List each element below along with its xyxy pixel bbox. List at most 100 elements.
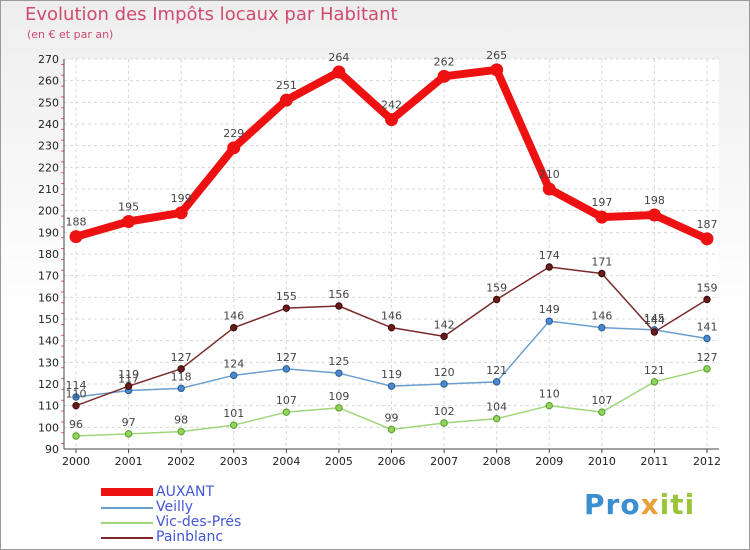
data-point-vic-des-pr-s: [230, 421, 238, 429]
x-tick-label: 2012: [693, 455, 721, 468]
data-label-veilly: 117: [118, 373, 139, 386]
legend-item-veilly[interactable]: Veilly: [101, 500, 321, 515]
data-point-auxant: [542, 182, 556, 196]
data-label-painblanc: 156: [328, 288, 349, 301]
data-point-painblanc: [545, 263, 553, 271]
data-label-painblanc: 146: [223, 310, 244, 323]
x-tick-label: 2005: [325, 455, 353, 468]
data-label-veilly: 146: [591, 310, 612, 323]
data-point-auxant: [490, 63, 504, 77]
data-label-auxant: 198: [644, 194, 665, 207]
data-point-vic-des-pr-s: [387, 425, 396, 434]
proxiti-logo: Proxiti: [584, 488, 696, 521]
y-tick-label: 190: [38, 226, 59, 239]
legend-swatch-auxant: [101, 488, 153, 496]
data-point-vic-des-pr-s: [598, 408, 606, 416]
data-point-auxant: [227, 141, 241, 155]
data-point-vic-des-pr-s: [440, 419, 448, 427]
data-label-auxant: 242: [381, 99, 402, 112]
data-point-painblanc: [492, 295, 501, 304]
data-point-painblanc: [440, 332, 448, 341]
data-label-auxant: 187: [697, 218, 718, 231]
data-label-auxant: 199: [171, 192, 192, 205]
data-point-vic-des-pr-s: [492, 414, 501, 423]
data-label-vic-des-pr-s: 104: [486, 401, 507, 414]
legend: AUXANT Veilly Vic-des-Prés Painblanc: [101, 485, 321, 545]
y-tick-label: 140: [38, 335, 59, 348]
data-point-vic-des-pr-s: [545, 401, 553, 410]
data-point-painblanc: [335, 302, 343, 310]
data-label-auxant: 188: [66, 216, 87, 229]
legend-item-painblanc[interactable]: Painblanc: [101, 530, 321, 545]
data-point-auxant: [279, 93, 293, 107]
data-label-vic-des-pr-s: 98: [174, 414, 188, 427]
data-point-veilly: [177, 384, 185, 393]
data-point-veilly: [598, 323, 606, 332]
x-tick-label: 2001: [115, 455, 143, 468]
legend-swatch-painblanc: [101, 537, 153, 539]
data-label-vic-des-pr-s: 107: [276, 394, 297, 407]
legend-label-vic-des-pres: Vic-des-Prés: [156, 514, 242, 530]
data-label-vic-des-pr-s: 96: [69, 418, 83, 431]
data-point-painblanc: [282, 304, 291, 312]
data-point-painblanc: [387, 323, 396, 332]
data-label-veilly: 119: [381, 368, 402, 381]
y-tick-label: 130: [38, 356, 59, 369]
data-point-veilly: [545, 317, 553, 325]
x-tick-label: 2009: [535, 455, 563, 468]
y-tick-label: 180: [38, 248, 59, 261]
data-label-auxant: 195: [118, 201, 139, 214]
x-tick-label: 2000: [62, 455, 90, 468]
data-label-auxant: 265: [486, 49, 507, 62]
data-point-veilly: [387, 382, 396, 390]
data-label-vic-des-pr-s: 121: [644, 364, 665, 377]
x-tick-label: 2003: [220, 455, 248, 468]
data-label-veilly: 125: [328, 355, 349, 368]
data-label-vic-des-pr-s: 97: [122, 416, 136, 429]
data-point-vic-des-pr-s: [282, 408, 291, 416]
data-label-painblanc: 155: [276, 290, 297, 303]
x-tick-label: 2004: [272, 455, 300, 468]
x-tick-label: 2006: [378, 455, 406, 468]
y-tick-label: 160: [38, 291, 59, 304]
y-tick-label: 110: [38, 400, 59, 413]
y-tick-label: 240: [38, 118, 59, 131]
data-label-vic-des-pr-s: 109: [328, 390, 349, 403]
data-label-veilly: 118: [171, 370, 192, 383]
x-tick-label: 2010: [588, 455, 616, 468]
data-point-painblanc: [230, 323, 238, 332]
y-tick-label: 220: [38, 161, 59, 174]
data-point-vic-des-pr-s: [335, 404, 343, 412]
data-point-auxant: [700, 232, 714, 246]
data-label-painblanc: 146: [381, 310, 402, 323]
y-tick-label: 200: [38, 205, 59, 218]
data-point-auxant: [595, 210, 609, 224]
data-label-vic-des-pr-s: 102: [434, 405, 455, 418]
data-label-veilly: 114: [66, 379, 87, 392]
legend-item-auxant[interactable]: AUXANT: [101, 485, 321, 500]
data-label-vic-des-pr-s: 127: [697, 351, 718, 364]
data-point-painblanc: [177, 365, 185, 373]
data-point-veilly: [230, 371, 238, 380]
legend-label-veilly: Veilly: [156, 499, 194, 515]
data-point-auxant: [332, 65, 346, 79]
data-label-veilly: 121: [486, 364, 507, 377]
x-tick-label: 2011: [640, 455, 668, 468]
data-label-vic-des-pr-s: 110: [539, 388, 560, 401]
data-label-painblanc: 142: [434, 318, 455, 331]
data-point-veilly: [440, 380, 448, 388]
legend-item-vic-des-pres[interactable]: Vic-des-Prés: [101, 515, 321, 530]
data-point-painblanc: [598, 269, 606, 278]
data-label-auxant: 264: [328, 51, 349, 64]
data-label-vic-des-pr-s: 107: [591, 394, 612, 407]
data-label-painblanc: 110: [66, 388, 87, 401]
data-label-painblanc: 127: [171, 351, 192, 364]
data-label-auxant: 197: [591, 196, 612, 209]
data-label-painblanc: 174: [539, 249, 560, 262]
data-point-painblanc: [72, 401, 80, 410]
data-label-veilly: 120: [434, 366, 455, 379]
data-label-auxant: 229: [223, 127, 244, 140]
data-point-veilly: [492, 378, 501, 386]
data-point-auxant: [385, 113, 398, 127]
